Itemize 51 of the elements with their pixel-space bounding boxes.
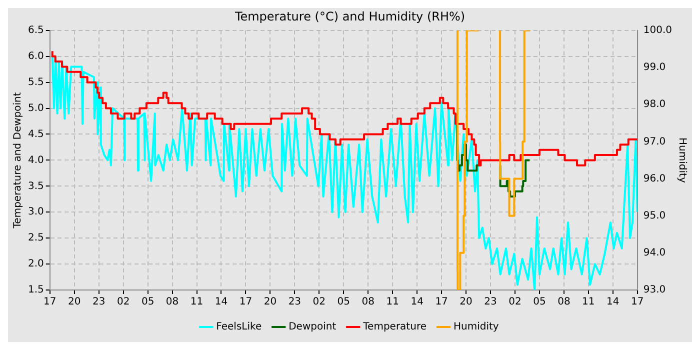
y-tick-label: 4.5	[28, 128, 44, 140]
x-tick-label: 05	[141, 296, 154, 308]
y2-axis-title: Humidity	[676, 138, 688, 183]
y-tick-label: 3.5	[28, 180, 44, 192]
legend-label: FeelsLike	[216, 322, 262, 333]
x-tick-label: 23	[92, 296, 106, 308]
x-tick-label: 23	[288, 296, 302, 308]
y2-tick-label: 93.0	[643, 284, 666, 296]
x-tick-label: 11	[190, 296, 204, 308]
y-tick-label: 5.0	[28, 102, 44, 114]
x-tick-label: 14	[214, 296, 228, 308]
y-tick-label: 6.5	[28, 24, 44, 36]
x-tick-label: 08	[166, 296, 179, 308]
x-tick-label: 08	[362, 296, 374, 308]
y2-tick-label: 100.0	[643, 24, 672, 36]
y-tick-label: 1.5	[28, 284, 44, 296]
x-tick-label: 05	[337, 296, 350, 308]
y-tick-label: 2.0	[28, 258, 44, 270]
legend-label: Temperature	[362, 322, 426, 333]
x-tick-label: 20	[68, 296, 81, 308]
y2-tick-label: 95.0	[643, 210, 666, 222]
x-tick-label: 11	[386, 296, 399, 308]
y-tick-label: 2.5	[28, 232, 44, 244]
y-tick-label: 5.5	[28, 76, 44, 88]
x-tick-label: 23	[484, 296, 497, 308]
y2-tick-label: 99.0	[643, 62, 666, 74]
y2-tick-label: 98.0	[643, 99, 666, 110]
x-tick-label: 20	[264, 296, 277, 308]
legend-label: Humidity	[453, 322, 499, 333]
x-tick-label: 14	[606, 296, 620, 308]
x-tick-label: 17	[631, 296, 644, 308]
x-tick-label: 05	[533, 296, 546, 308]
x-tick-label: 02	[508, 296, 522, 308]
x-tick-label: 17	[239, 296, 252, 308]
x-tick-label: 08	[558, 296, 570, 308]
y2-tick-label: 96.0	[643, 173, 666, 184]
x-tick-label: 11	[582, 296, 595, 308]
y-tick-label: 3.0	[28, 206, 44, 218]
x-tick-label: 02	[116, 296, 130, 308]
x-tick-label: 02	[312, 296, 326, 308]
y-tick-label: 4.0	[28, 154, 44, 166]
y-axis-title: Temperature and Dewpoint	[12, 92, 24, 230]
x-tick-label: 17	[44, 296, 56, 308]
legend-label: Dewpoint	[288, 322, 336, 333]
x-tick-label: 14	[410, 296, 424, 308]
y2-tick-label: 94.0	[643, 248, 666, 259]
x-tick-label: 20	[460, 296, 472, 308]
chart-title: Temperature (°C) and Humidity (RH%)	[234, 9, 466, 24]
x-tick-label: 17	[435, 296, 448, 308]
y-tick-label: 6.0	[28, 50, 44, 62]
y2-tick-label: 97.0	[643, 136, 666, 148]
